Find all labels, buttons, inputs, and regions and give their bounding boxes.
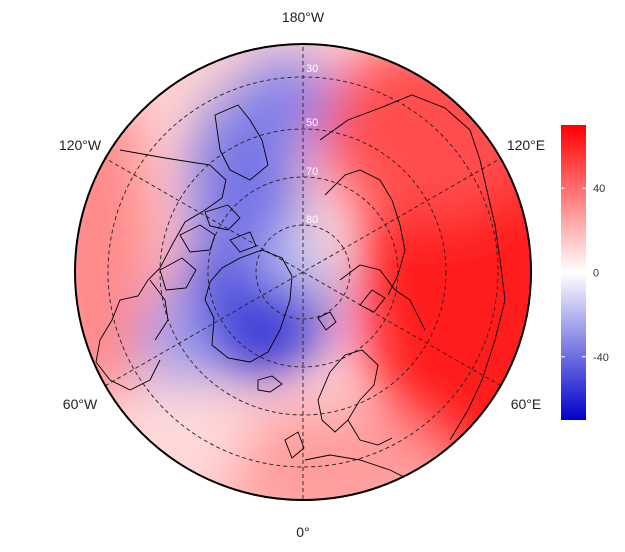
lat-label-50: 50 — [306, 117, 318, 129]
latitude-labels: 30 50 70 80 — [306, 63, 318, 226]
lat-label-80: 80 — [306, 214, 318, 226]
lon-label-60w: 60°W — [63, 396, 98, 412]
graticule — [102, 44, 504, 500]
lon-label-0: 0° — [296, 524, 309, 540]
colorbar-tick-label: 0 — [593, 268, 599, 280]
lon-label-120e: 120°E — [507, 137, 545, 153]
lat-label-70: 70 — [306, 166, 318, 178]
anomaly-field — [75, 44, 531, 500]
colorbar-ticks: 40 0 -40 — [561, 183, 609, 364]
colorbar: 40 0 -40 — [561, 125, 609, 420]
lon-label-120w: 120°W — [59, 137, 102, 153]
coastlines — [95, 94, 506, 496]
lon-label-180w: 180°W — [282, 9, 325, 25]
colorbar-gradient — [561, 125, 586, 420]
lat-label-30: 30 — [306, 63, 318, 75]
colorbar-tick-label: -40 — [593, 352, 609, 364]
longitude-labels: 180°W 120°W 120°E 60°W 60°E 0° — [59, 9, 545, 540]
lon-label-60e: 60°E — [511, 396, 542, 412]
colorbar-tick-label: 40 — [593, 183, 605, 195]
map-boundary — [74, 43, 532, 501]
